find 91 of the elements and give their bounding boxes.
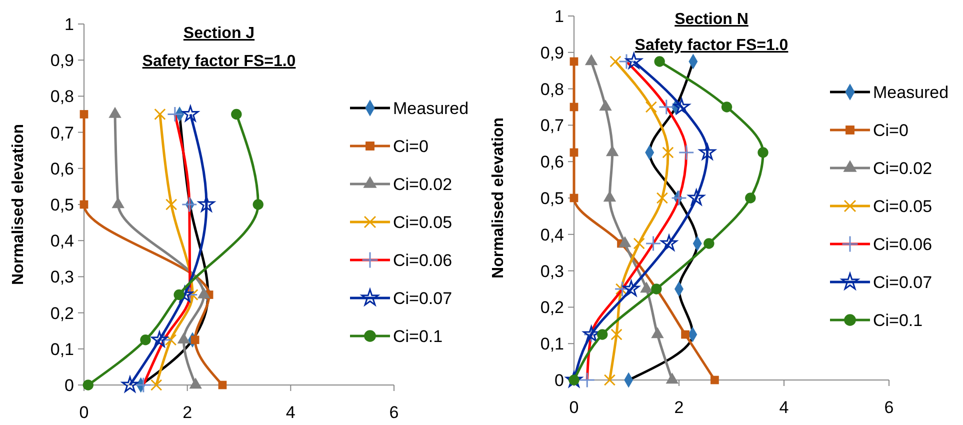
legend-label: Measured (873, 82, 949, 102)
y-tick-label: 0,9 (50, 51, 74, 70)
point (626, 52, 642, 69)
y-tick-label: 0,7 (50, 123, 74, 142)
legend-label: Ci=0.1 (873, 310, 923, 330)
point (604, 374, 616, 386)
y-tick-label: 0,4 (540, 225, 564, 244)
x-tick-label: 0 (79, 403, 89, 422)
legend-label: Ci=0 (393, 136, 428, 156)
x-tick-label: 0 (569, 398, 579, 417)
y-tick-label: 0,3 (540, 262, 564, 281)
y-tick-label: 0,2 (50, 304, 74, 323)
point (570, 194, 578, 202)
y-axis-title: Normalised elevation (490, 118, 507, 278)
legend-label: Ci=0.1 (393, 326, 443, 346)
point (570, 148, 578, 157)
legend-label: Ci=0.06 (393, 250, 452, 270)
text: Safety factor FS=1.0 (634, 37, 788, 54)
point (174, 289, 184, 300)
point (662, 146, 674, 158)
y-tick-label: 0,6 (540, 152, 564, 172)
y-tick-label: 1 (64, 14, 74, 34)
y-tick-label: 0,1 (540, 334, 564, 354)
point (704, 238, 714, 249)
legend-label: Ci=0.07 (393, 288, 452, 308)
y-tick-label: 0,5 (50, 195, 74, 214)
point (597, 329, 608, 340)
point (122, 376, 138, 392)
y-tick-label: 0,7 (540, 116, 564, 136)
y-tick-label: 0,4 (50, 232, 74, 251)
point (745, 192, 756, 204)
x-tick-label: 2 (182, 403, 192, 422)
point (190, 336, 200, 344)
point (252, 199, 264, 210)
chart-title: Section N (674, 11, 748, 28)
legend-label: Ci=0 (873, 120, 908, 140)
legend-label: Ci=0.06 (873, 234, 932, 254)
x-tick-label: 4 (779, 398, 789, 417)
chart-title: Section J (183, 25, 255, 42)
legend-label: Ci=0.07 (873, 272, 932, 292)
point (164, 334, 177, 346)
point (198, 196, 215, 212)
point (231, 108, 242, 120)
legend-label: Ci=0.05 (393, 212, 452, 232)
point (165, 198, 178, 210)
y-tick-label: 0,5 (540, 188, 564, 208)
y-tick-label: 0,8 (50, 87, 74, 106)
point (80, 200, 88, 209)
point (699, 144, 716, 160)
point (151, 331, 168, 348)
point (758, 147, 768, 158)
y-tick-label: 0,6 (50, 159, 74, 178)
text: Safety factor FS=1.0 (142, 53, 296, 70)
legend-label: Ci=0.02 (873, 158, 932, 178)
point (673, 98, 690, 114)
point (645, 101, 658, 113)
point (80, 110, 88, 118)
point (721, 102, 732, 112)
point (656, 192, 668, 204)
point (610, 56, 622, 68)
point (570, 57, 578, 66)
y-axis-title: Normalised elevation (10, 124, 27, 285)
y-tick-label: 0,3 (50, 268, 74, 287)
point (654, 56, 665, 67)
x-tick-label: 6 (389, 403, 399, 422)
point (660, 234, 678, 251)
point (140, 334, 151, 346)
legend-label: Ci=0.05 (873, 196, 932, 216)
legend-label: Measured (393, 98, 469, 118)
point (633, 238, 645, 250)
point (610, 328, 622, 340)
point (710, 376, 719, 384)
point (688, 189, 705, 206)
point (182, 106, 199, 122)
y-tick-label: 0,9 (540, 43, 564, 62)
y-tick-label: 0,8 (540, 80, 564, 99)
x-tick-label: 2 (674, 398, 684, 417)
point (218, 380, 227, 390)
point (681, 330, 690, 339)
point (150, 379, 162, 391)
y-tick-label: 0 (554, 370, 564, 390)
y-tick-label: 0 (64, 376, 74, 395)
x-tick-label: 4 (286, 403, 296, 422)
point (622, 280, 640, 296)
point (154, 108, 166, 120)
y-tick-label: 0,1 (50, 340, 74, 359)
legend-label: Ci=0.02 (393, 174, 452, 194)
y-tick-label: 1 (554, 6, 564, 26)
x-tick-label: 6 (884, 398, 894, 417)
y-tick-label: 0,2 (540, 298, 564, 318)
point (570, 102, 578, 112)
